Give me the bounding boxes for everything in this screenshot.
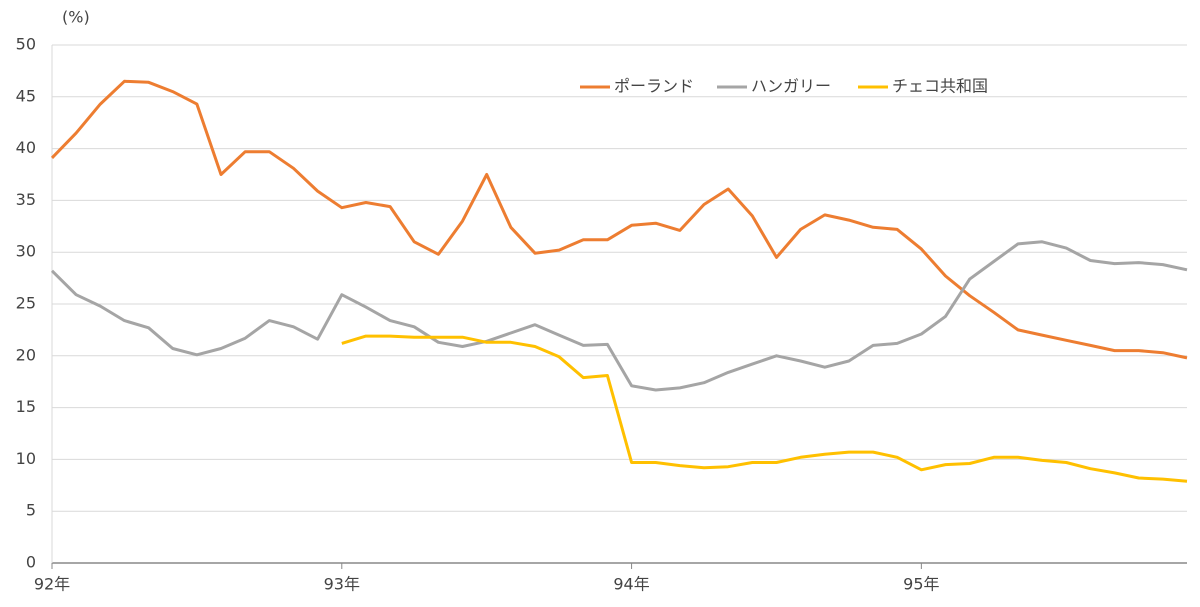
- y-tick-label: 20: [16, 345, 36, 364]
- y-tick-label: 50: [16, 35, 36, 54]
- legend-label: ポーランド: [614, 77, 694, 96]
- y-tick-label: 45: [16, 86, 36, 105]
- series-line: [50, 79, 1188, 360]
- series-line: [341, 334, 1188, 483]
- legend-label: ハンガリー: [751, 77, 831, 96]
- legend-label: チェコ共和国: [892, 77, 988, 96]
- y-tick-label: 15: [16, 397, 36, 416]
- x-tick-label: 95年: [903, 575, 939, 594]
- y-tick-label: 10: [16, 449, 36, 468]
- y-axis-label: (%): [62, 8, 90, 27]
- x-tick-label: 93年: [324, 575, 360, 594]
- y-tick-label: 25: [16, 294, 36, 313]
- y-tick-label: 0: [26, 553, 36, 572]
- y-tick-label: 30: [16, 242, 36, 261]
- y-tick-label: 35: [16, 190, 36, 209]
- x-tick-label: 92年: [34, 575, 70, 594]
- series-line: [50, 240, 1188, 392]
- x-tick-label: 94年: [613, 575, 649, 594]
- y-tick-label: 40: [16, 138, 36, 157]
- y-tick-label: 5: [26, 501, 36, 520]
